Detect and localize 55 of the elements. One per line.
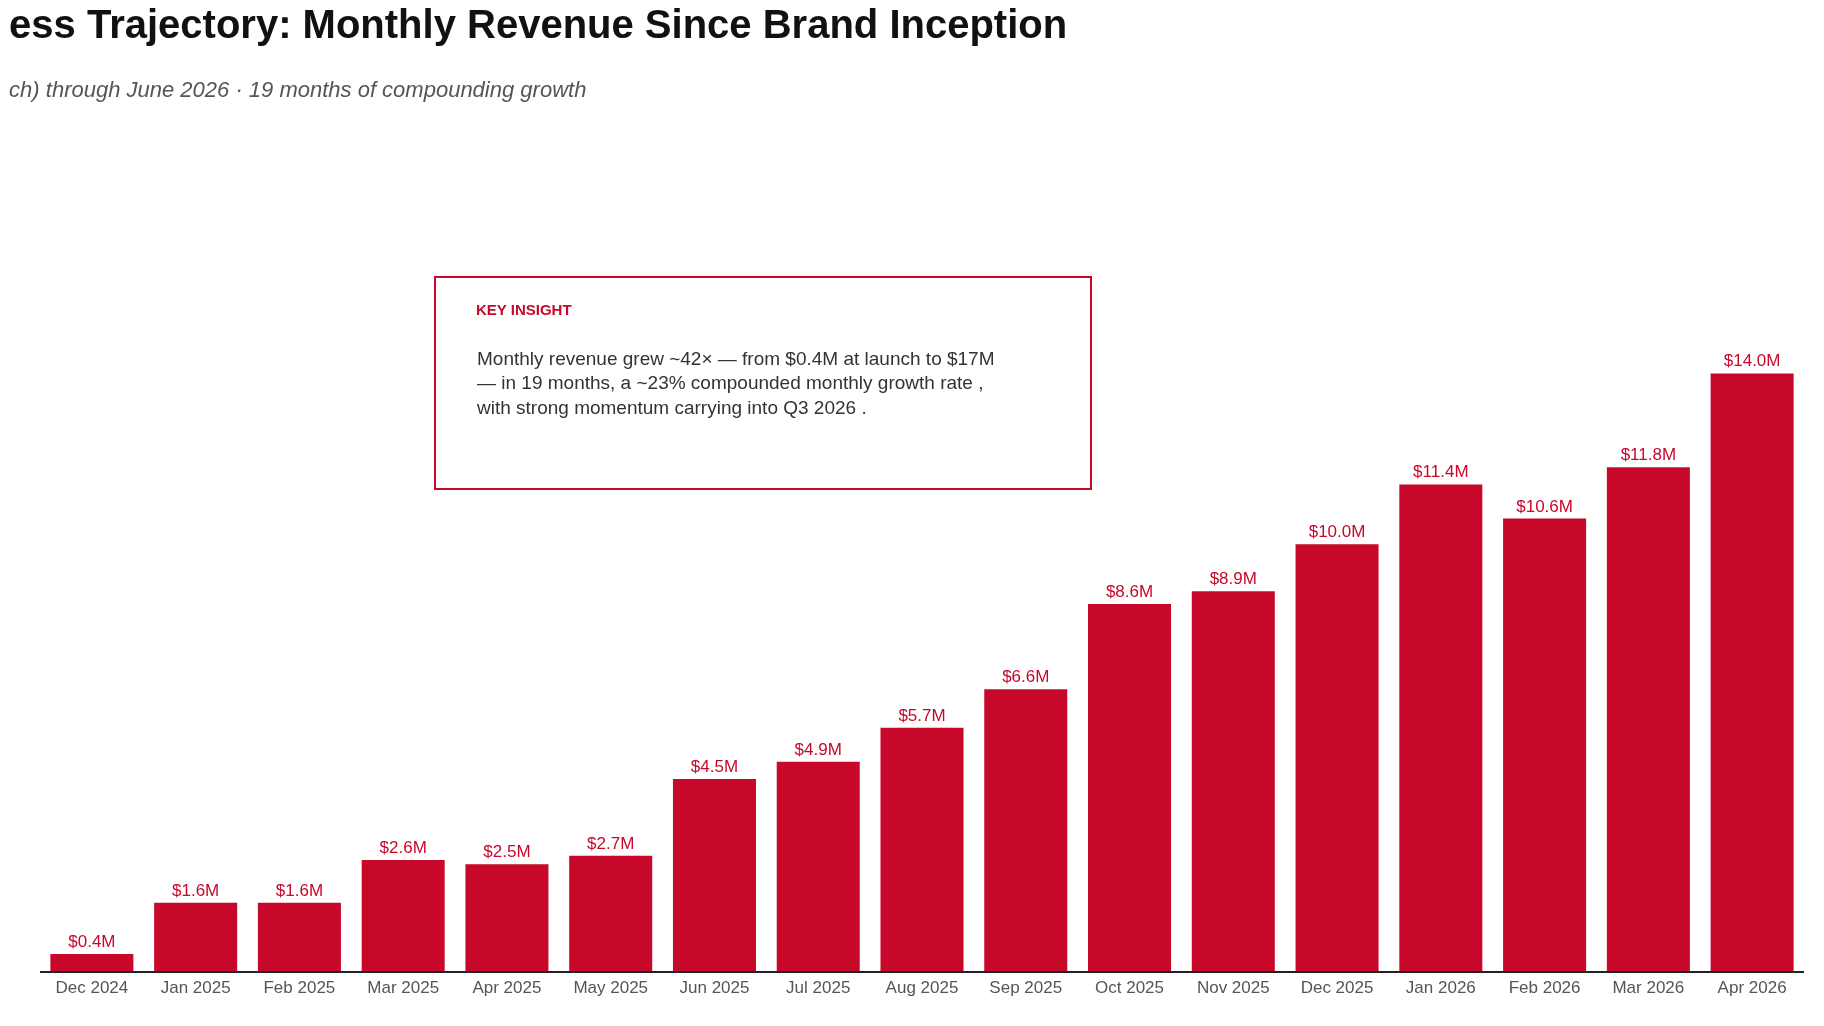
- x-tick-label: Oct 2025: [1095, 978, 1165, 998]
- data-label: $1.6M: [172, 880, 220, 900]
- bar: [776, 761, 860, 971]
- data-label: $4.5M: [690, 756, 739, 776]
- x-tick-label: Feb 2026: [1508, 978, 1581, 998]
- chart-title: ess Trajectory: Monthly Revenue Since Brand Inception: [9, 2, 1068, 47]
- x-tick-label: Jul 2025: [786, 978, 851, 998]
- bar: [569, 855, 653, 971]
- bar: [1088, 603, 1172, 971]
- chart-subtitle: ch) through June 2026 · 19 months of compounding growth: [9, 76, 587, 102]
- x-tick-label: Sep 2025: [989, 978, 1063, 998]
- annotation: Monthly revenue grew ~42× — from $0.4M at launch to $17M — in 19 months, a ~23% compounded monthly growth rate , with strong momentum carrying into Q3 2026 .: [476, 347, 995, 419]
- bar: [880, 727, 964, 971]
- data-label: $8.9M: [1209, 569, 1257, 589]
- x-tick-label: Jan 2026: [1405, 978, 1476, 998]
- bar: [1295, 544, 1379, 971]
- bar: [465, 864, 549, 971]
- data-label: $2.5M: [483, 842, 531, 862]
- bar: [50, 953, 134, 971]
- x-tick-label: Nov 2025: [1196, 978, 1270, 998]
- data-label: $11.4M: [1413, 462, 1469, 482]
- bar: [257, 902, 341, 971]
- data-label: $10.6M: [1516, 496, 1573, 516]
- bar: [1606, 467, 1690, 971]
- data-label: $11.8M: [1620, 445, 1677, 465]
- bar: [1399, 484, 1483, 971]
- x-tick-label: Jun 2025: [679, 978, 750, 998]
- data-label: $2.6M: [379, 838, 427, 858]
- x-tick-label: Feb 2025: [263, 978, 336, 998]
- data-label: $6.6M: [1002, 667, 1050, 687]
- data-label: $5.7M: [898, 705, 946, 725]
- x-tick-label: Mar 2025: [367, 978, 440, 998]
- data-label: $2.7M: [587, 833, 635, 853]
- data-label: $4.9M: [794, 739, 842, 759]
- x-tick-label: Dec 2025: [1300, 978, 1374, 998]
- bar: [672, 778, 756, 971]
- data-label: $0.4M: [68, 931, 116, 951]
- x-tick-label: Apr 2026: [1717, 978, 1787, 998]
- data-label: $14.0M: [1723, 351, 1781, 371]
- bar: [361, 860, 445, 971]
- bar: [1191, 591, 1275, 971]
- x-tick-label: Aug 2025: [885, 978, 959, 998]
- data-label: $10.0M: [1308, 522, 1366, 542]
- bar: [1503, 518, 1587, 971]
- x-tick-label: Mar 2026: [1612, 978, 1685, 998]
- data-label: $1.6M: [275, 880, 324, 900]
- text: KEY INSIGHT: [476, 301, 572, 318]
- bar: [154, 902, 238, 971]
- x-tick-label: May 2025: [573, 978, 649, 998]
- data-label: $8.6M: [1105, 581, 1154, 601]
- x-tick-label: Dec 2024: [55, 978, 129, 998]
- bar: [984, 689, 1068, 971]
- x-tick-label: Jan 2025: [160, 978, 231, 998]
- bar: [1710, 373, 1794, 971]
- x-tick-label: Apr 2025: [472, 978, 542, 998]
